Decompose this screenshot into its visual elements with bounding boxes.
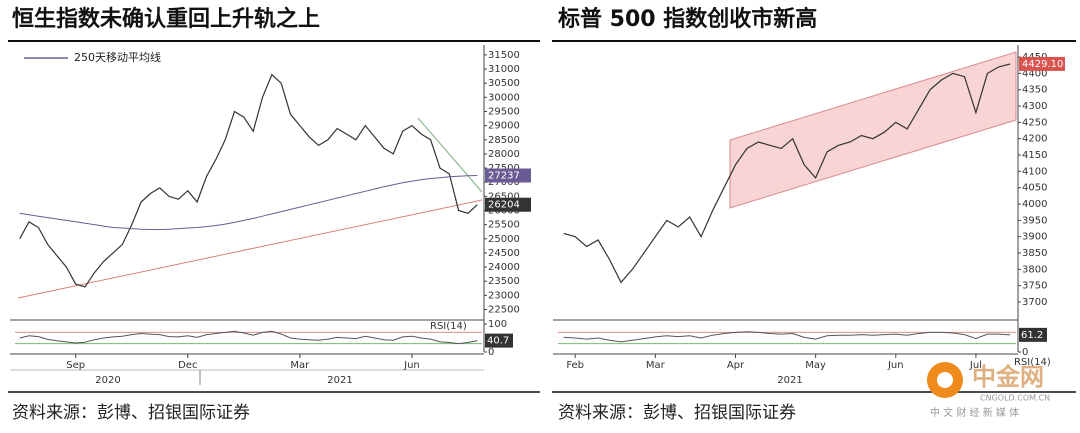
y-tick-label: 25500: [488, 220, 520, 231]
rsi-tick-label: 0: [1022, 347, 1028, 358]
last-value-flag: [1019, 56, 1065, 71]
y-tick-label: 23000: [488, 290, 520, 301]
year-label: 2021: [777, 375, 802, 386]
last-value-label: 27237: [488, 171, 520, 182]
y-tick-label: 30500: [488, 78, 520, 89]
y-tick-label: 22500: [488, 305, 520, 316]
last-value-label: 4429.10: [1022, 59, 1063, 70]
x-tick-label: Jul: [969, 360, 982, 371]
y-tick-label: 31000: [488, 64, 520, 75]
x-tick-label: May: [805, 360, 826, 371]
last-value-flag: [485, 168, 531, 183]
watermark-logo: [937, 372, 953, 388]
y-tick-label: 24500: [488, 248, 520, 259]
x-tick-label: Jun: [403, 360, 420, 371]
source-note: 资料来源：彭博、招银国际证券: [558, 403, 796, 423]
y-tick-label: 30000: [488, 92, 520, 103]
chart-title: 恒生指数未确认重回上升轨之上: [12, 6, 320, 32]
y-tick-label: 25000: [488, 234, 520, 245]
y-tick-label: 4200: [1022, 134, 1047, 145]
support-line: [17, 199, 483, 299]
y-tick-label: 3750: [1022, 281, 1047, 292]
price-line: [19, 73, 478, 288]
last-value-flag: [485, 197, 531, 212]
rsi-tick-label: 100: [488, 319, 507, 330]
y-tick-label: 4350: [1022, 85, 1047, 96]
x-tick-label: Feb: [566, 360, 584, 371]
y-tick-label: 29500: [488, 106, 520, 117]
y-tick-label: 3850: [1022, 248, 1047, 259]
y-tick-label: 3900: [1022, 232, 1047, 243]
y-tick-label: 3950: [1022, 215, 1047, 226]
source-note: 资料来源：彭博、招银国际证券: [12, 403, 250, 423]
y-tick-label: 4250: [1022, 117, 1047, 128]
watermark-site: CNGOLD.COM.CN: [980, 394, 1050, 403]
rsi-label: RSI(14): [430, 321, 467, 332]
price-line: [563, 63, 1011, 284]
y-tick-label: 31500: [488, 50, 520, 61]
y-tick-label: 3800: [1022, 264, 1047, 275]
rsi-label: RSI(14): [1014, 357, 1051, 368]
price-line: [19, 175, 478, 230]
y-tick-label: 28500: [488, 135, 520, 146]
x-tick-label: Apr: [727, 360, 745, 371]
y-tick-label: 4000: [1022, 199, 1047, 210]
y-tick-label: 4050: [1022, 183, 1047, 194]
x-tick-label: Jun: [887, 360, 904, 371]
legend-label: 250天移动平均线: [74, 50, 161, 64]
x-tick-label: Sep: [66, 360, 85, 371]
resistance-line: [417, 117, 483, 193]
y-tick-label: 4150: [1022, 150, 1047, 161]
watermark-brand: 中金网: [972, 363, 1044, 391]
y-tick-label: 3700: [1022, 297, 1047, 308]
rsi-flag-label: 61.2: [1021, 330, 1043, 341]
price-channel: [729, 51, 1017, 209]
y-tick-label: 26500: [488, 191, 520, 202]
rsi-line: [19, 330, 478, 345]
x-tick-label: Dec: [178, 360, 197, 371]
rsi-flag: [1019, 327, 1047, 342]
last-value-label: 26204: [488, 200, 520, 211]
year-label: 2020: [95, 375, 120, 386]
chart-title: 标普 500 指数创收市新高: [558, 6, 817, 32]
y-tick-label: 4400: [1022, 68, 1047, 79]
x-tick-label: Mar: [646, 360, 666, 371]
watermark-tagline: 中 文 财 经 新 媒 体: [930, 406, 1019, 419]
y-tick-label: 29000: [488, 121, 520, 132]
year-label: 2021: [327, 375, 352, 386]
rsi-flag-label: 40.7: [487, 336, 509, 347]
y-tick-label: 28000: [488, 149, 520, 160]
rsi-flag: [485, 333, 513, 348]
y-tick-label: 4300: [1022, 101, 1047, 112]
rsi-tick-label: 0: [488, 347, 494, 358]
x-tick-label: Mar: [290, 360, 310, 371]
rsi-line: [563, 331, 1011, 343]
y-tick-label: 24000: [488, 262, 520, 273]
y-tick-label: 27000: [488, 177, 520, 188]
y-tick-label: 4100: [1022, 166, 1047, 177]
y-tick-label: 23500: [488, 276, 520, 287]
